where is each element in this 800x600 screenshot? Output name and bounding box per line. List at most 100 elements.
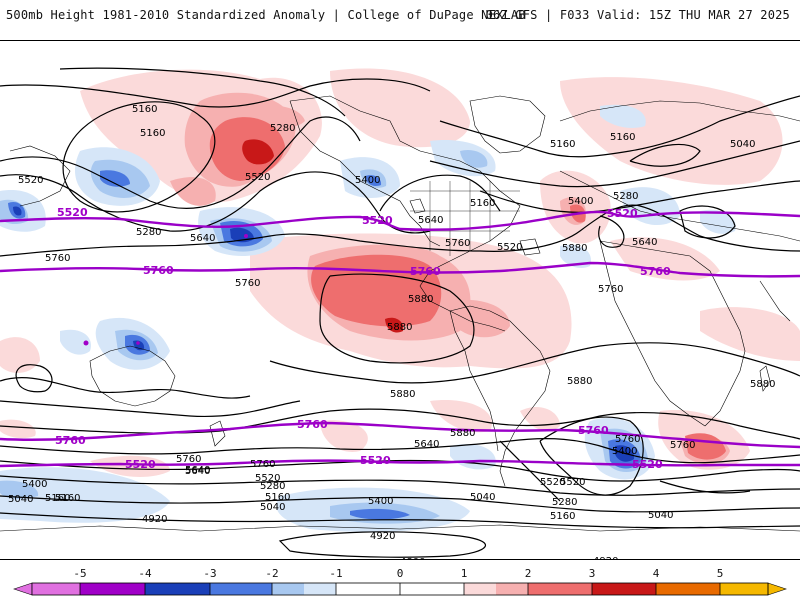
highlight-labels: 5520 5760 5520 5760 5520 5760 5760 5760 …	[55, 206, 671, 471]
contour-label: 5760	[445, 238, 470, 249]
colorbar-tick-label: -1	[329, 567, 343, 580]
height-contours	[0, 67, 800, 558]
colorbar-segment	[528, 583, 592, 595]
colorbar-tick-label: 4	[652, 567, 660, 580]
contour-label: 5880	[390, 389, 415, 400]
contour-label: 5400	[368, 496, 393, 507]
colorbar: -5 -4 -3 -2 -1 0 1 2 3 4 5	[0, 566, 800, 600]
contour-label: 5880	[387, 322, 412, 333]
contour-label: 5280	[552, 497, 577, 508]
header: 500mb Height 1981-2010 Standardized Anom…	[0, 0, 800, 32]
highlight-label: 5760	[410, 265, 441, 278]
contour-label: 5760	[235, 278, 260, 289]
highlight-label: 5520	[632, 458, 663, 471]
contour-label: 5040	[470, 492, 495, 503]
contour-label: 4920	[593, 556, 618, 559]
highlight-label: 5760	[143, 264, 174, 277]
colorbar-tick-label: -2	[265, 567, 279, 580]
contour-label: 5280	[136, 227, 161, 238]
contour-label: 5160	[550, 139, 575, 150]
colorbar-segment	[145, 583, 210, 595]
contour-label: 5640	[185, 466, 210, 477]
map-title: 500mb Height 1981-2010 Standardized Anom…	[6, 8, 526, 22]
colorbar-segment	[80, 583, 145, 595]
colorbar-tick-label: 5	[716, 567, 724, 580]
colorbar-ticks	[79, 583, 721, 595]
contour-label: 5280	[270, 123, 295, 134]
contour-label: 5040	[8, 494, 33, 505]
colorbar-segment	[496, 583, 528, 595]
colorbar-segment	[464, 583, 496, 595]
contour-label: 5400	[355, 175, 380, 186]
contour-label: 5040	[260, 502, 285, 513]
contour-label: 5160	[132, 104, 157, 115]
colorbar-tick-label: -3	[203, 567, 217, 580]
colorbar-segment	[210, 583, 272, 595]
colorbar-tick-label: 0	[396, 567, 404, 580]
contour-label: 5640	[418, 215, 443, 226]
contour-label: 5640	[632, 237, 657, 248]
contour-label: 5760	[670, 440, 695, 451]
contour-label: 5160	[550, 511, 575, 522]
contour-label: 4920	[142, 514, 167, 525]
contour-label: 4800	[400, 557, 425, 559]
colorbar-segment	[304, 583, 336, 595]
contour-label: 5880	[567, 376, 592, 387]
contour-label: 5520	[245, 172, 270, 183]
highlight-label: 5760	[640, 265, 671, 278]
colorbar-tick-label: 3	[588, 567, 596, 580]
highlight-label: 5760	[297, 418, 328, 431]
contour-label: 5880	[750, 379, 775, 390]
contour-label: 5520	[540, 477, 565, 488]
contour-label: 5160	[140, 128, 165, 139]
state-borders	[410, 181, 520, 256]
contour-label: 5520	[255, 473, 280, 484]
colorbar-high-arrow	[767, 582, 787, 596]
contour-label: 5880	[408, 294, 433, 305]
contour-label: 5400	[568, 196, 593, 207]
anomaly-map: 5160 5160 5280 5160 5160 5040 5520 5400 …	[0, 67, 800, 559]
highlight-label: 5520	[125, 458, 156, 471]
model-run-info: 06Z GFS | F033 Valid: 15Z THU MAR 27 202…	[485, 8, 790, 22]
highlight-label: 5520	[362, 214, 393, 227]
contour-label: 5160	[45, 493, 70, 504]
map-panel: 5160 5160 5280 5160 5160 5040 5520 5400 …	[0, 40, 800, 560]
contour-label: 5880	[562, 243, 587, 254]
colorbar-scale	[13, 582, 787, 596]
colorbar-segment	[656, 583, 720, 595]
colorbar-tick-label: -5	[73, 567, 87, 580]
contour-label: 5640	[185, 465, 210, 476]
contour-label: 5760	[615, 434, 640, 445]
contour-label: 5760	[45, 253, 70, 264]
contour-label: 5280	[613, 191, 638, 202]
highlight-label: 5520	[607, 207, 638, 220]
contour-label: 5760	[598, 284, 623, 295]
contour-label: 5280	[260, 481, 285, 492]
contour-label: 5880	[450, 428, 475, 439]
colorbar-segment	[32, 583, 80, 595]
colorbar-low-arrow	[13, 582, 33, 596]
contour-label: 5400	[22, 479, 47, 490]
contour-label: 5520	[497, 242, 522, 253]
contour-label: 4920	[370, 531, 395, 542]
colorbar-segment	[272, 583, 304, 595]
contour-label: 5160	[265, 492, 290, 503]
colorbar-tick-label: 2	[524, 567, 532, 580]
colorbar-tick-label: -4	[138, 567, 152, 580]
contour-label: 5640	[190, 233, 215, 244]
highlight-label: 5520	[360, 454, 391, 467]
highlight-label: 5760	[55, 434, 86, 447]
highlight-label: 5760	[578, 424, 609, 437]
contour-label: 5040	[730, 139, 755, 150]
contour-label: 5040	[648, 510, 673, 521]
highlight-label: 5520	[57, 206, 88, 219]
colorbar-tick-label: 1	[460, 567, 468, 580]
highlight-contours	[0, 210, 800, 468]
contour-label: 5760	[250, 459, 275, 470]
colorbar-segment	[720, 583, 768, 595]
contour-label: 5160	[470, 198, 495, 209]
contour-label: 5160	[55, 493, 80, 504]
contour-label: 5520	[560, 477, 585, 488]
contour-labels: 5160 5160 5280 5160 5160 5040 5520 5400 …	[8, 104, 775, 559]
contour-label: 5520	[18, 175, 43, 186]
